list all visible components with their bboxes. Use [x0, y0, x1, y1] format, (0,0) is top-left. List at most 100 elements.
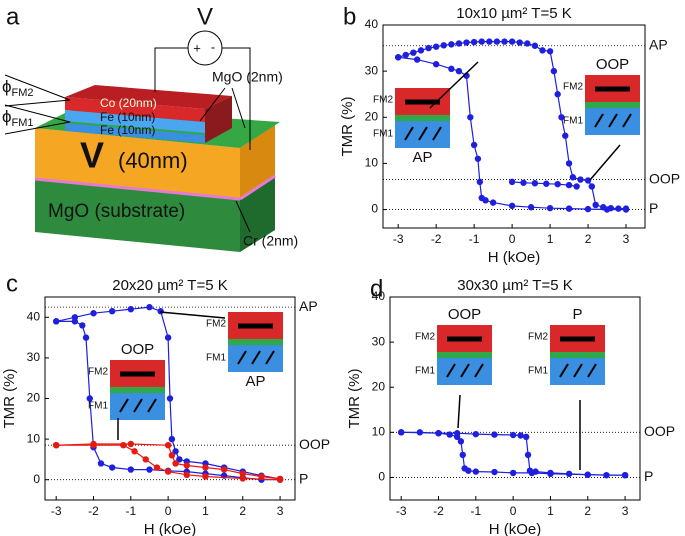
x-tick-label: -3	[396, 504, 407, 518]
y-tick-label: 10	[372, 425, 386, 439]
data-point	[183, 462, 190, 469]
plot-frame	[389, 296, 641, 501]
inset-label: FM1	[563, 116, 583, 127]
y-tick-label: 30	[372, 334, 386, 348]
inset-arrow	[432, 126, 442, 141]
data-point	[455, 67, 463, 75]
data-point	[239, 470, 246, 477]
data-point	[108, 308, 116, 315]
angle-line	[4, 74, 71, 107]
data-point	[520, 179, 527, 186]
data-point	[486, 38, 493, 45]
series-line	[401, 431, 626, 476]
voltmeter-sign: +	[193, 40, 201, 55]
x-tick-label: -1	[470, 504, 481, 518]
data-point	[554, 180, 561, 188]
inset-arrow	[460, 363, 470, 378]
y-tick-label: 20	[365, 109, 379, 123]
layer-label: Fe (10nm)	[100, 123, 155, 137]
cr-layer	[34, 177, 241, 201]
diagram: a Co (20nm) Fe (10nm) Fe (10nm) V (40nm)…	[2, 3, 298, 252]
data-point	[577, 176, 584, 183]
data-point	[86, 395, 93, 402]
data-point	[164, 468, 172, 475]
data-point	[472, 430, 480, 438]
data-point	[127, 305, 135, 313]
data-point	[457, 438, 465, 445]
chart-title: 20x20 µm² T=5 K	[112, 277, 228, 294]
data-point	[82, 334, 90, 341]
inset-arrow	[251, 350, 261, 365]
annotation-arrow	[159, 311, 226, 319]
x-tick-label: -2	[88, 504, 99, 518]
data-point	[168, 435, 176, 443]
data-point	[79, 322, 86, 329]
inset-arrow	[474, 363, 484, 378]
data-point	[474, 155, 482, 162]
angle-symbol: ϕ	[2, 77, 12, 96]
data-point	[440, 42, 447, 49]
x-tick-label: 3	[277, 504, 284, 518]
data-point	[172, 460, 179, 467]
data-point	[146, 466, 153, 473]
y-axis-label: TMR (%)	[346, 369, 363, 429]
data-point	[52, 441, 60, 449]
x-axis-label: H (kOe)	[488, 249, 541, 266]
reference-label: OOP	[644, 423, 675, 439]
panel-label: a	[6, 3, 20, 30]
data-point	[592, 201, 599, 209]
inset-arrow	[594, 113, 604, 128]
data-point	[562, 132, 569, 139]
v-layer-front	[35, 128, 240, 198]
x-tick-label: 0	[509, 232, 516, 246]
y-tick-label: 20	[372, 379, 386, 393]
y-tick-label: 40	[372, 289, 386, 303]
data-point	[448, 41, 455, 48]
inset-label: FM1	[206, 353, 226, 364]
reference-label: AP	[649, 36, 668, 52]
data-point	[394, 54, 402, 61]
data-point	[146, 303, 153, 311]
x-tick-label: -2	[431, 232, 442, 246]
inset-state: OOP	[121, 341, 154, 358]
data-point	[202, 473, 209, 480]
data-point	[517, 432, 524, 439]
y-tick-label: 20	[27, 391, 41, 405]
x-tick-label: 3	[623, 232, 630, 246]
angle-symbol: ϕ	[2, 107, 12, 126]
data-point	[172, 448, 179, 455]
inset-state: OOP	[596, 56, 629, 73]
y-tick-label: 10	[365, 156, 379, 170]
x-tick-label: -3	[51, 504, 62, 518]
callout-arrow	[199, 87, 226, 122]
data-point	[202, 464, 209, 471]
inset-arrow	[133, 398, 143, 413]
inset-arrow	[573, 363, 583, 378]
data-point	[478, 194, 485, 202]
data-point	[522, 433, 530, 441]
data-point	[547, 470, 554, 478]
data-point	[527, 204, 535, 211]
x-tick-label: -3	[393, 232, 404, 246]
data-point	[168, 452, 176, 459]
data-point	[508, 38, 516, 45]
data-point	[531, 42, 539, 49]
data-point	[472, 468, 480, 475]
mgo-layer	[65, 121, 205, 135]
inset-arrow	[418, 126, 428, 141]
wire	[222, 47, 251, 150]
data-point	[569, 174, 577, 181]
inset-arrow	[559, 363, 569, 378]
x-tick-label: -1	[469, 232, 480, 246]
data-point	[509, 431, 517, 439]
voltmeter-sign: -	[211, 39, 215, 54]
data-point	[489, 199, 497, 206]
angle-label: ϕFM1	[2, 107, 34, 128]
chart-panel: c 20x20 µm² T=5 K H (kOe) TMR (%) -3 -2 -1 0 1 2 3…	[1, 270, 330, 536]
chart-title: 10x10 µm² T=5 K	[456, 5, 572, 22]
data-point	[183, 471, 190, 479]
data-point	[258, 473, 265, 480]
data-point	[164, 441, 172, 449]
chart-panel: d 30x30 µm² T=5 K H (kOe) TMR (%) -3 -2 -1 0 1 2 3…	[346, 275, 675, 536]
